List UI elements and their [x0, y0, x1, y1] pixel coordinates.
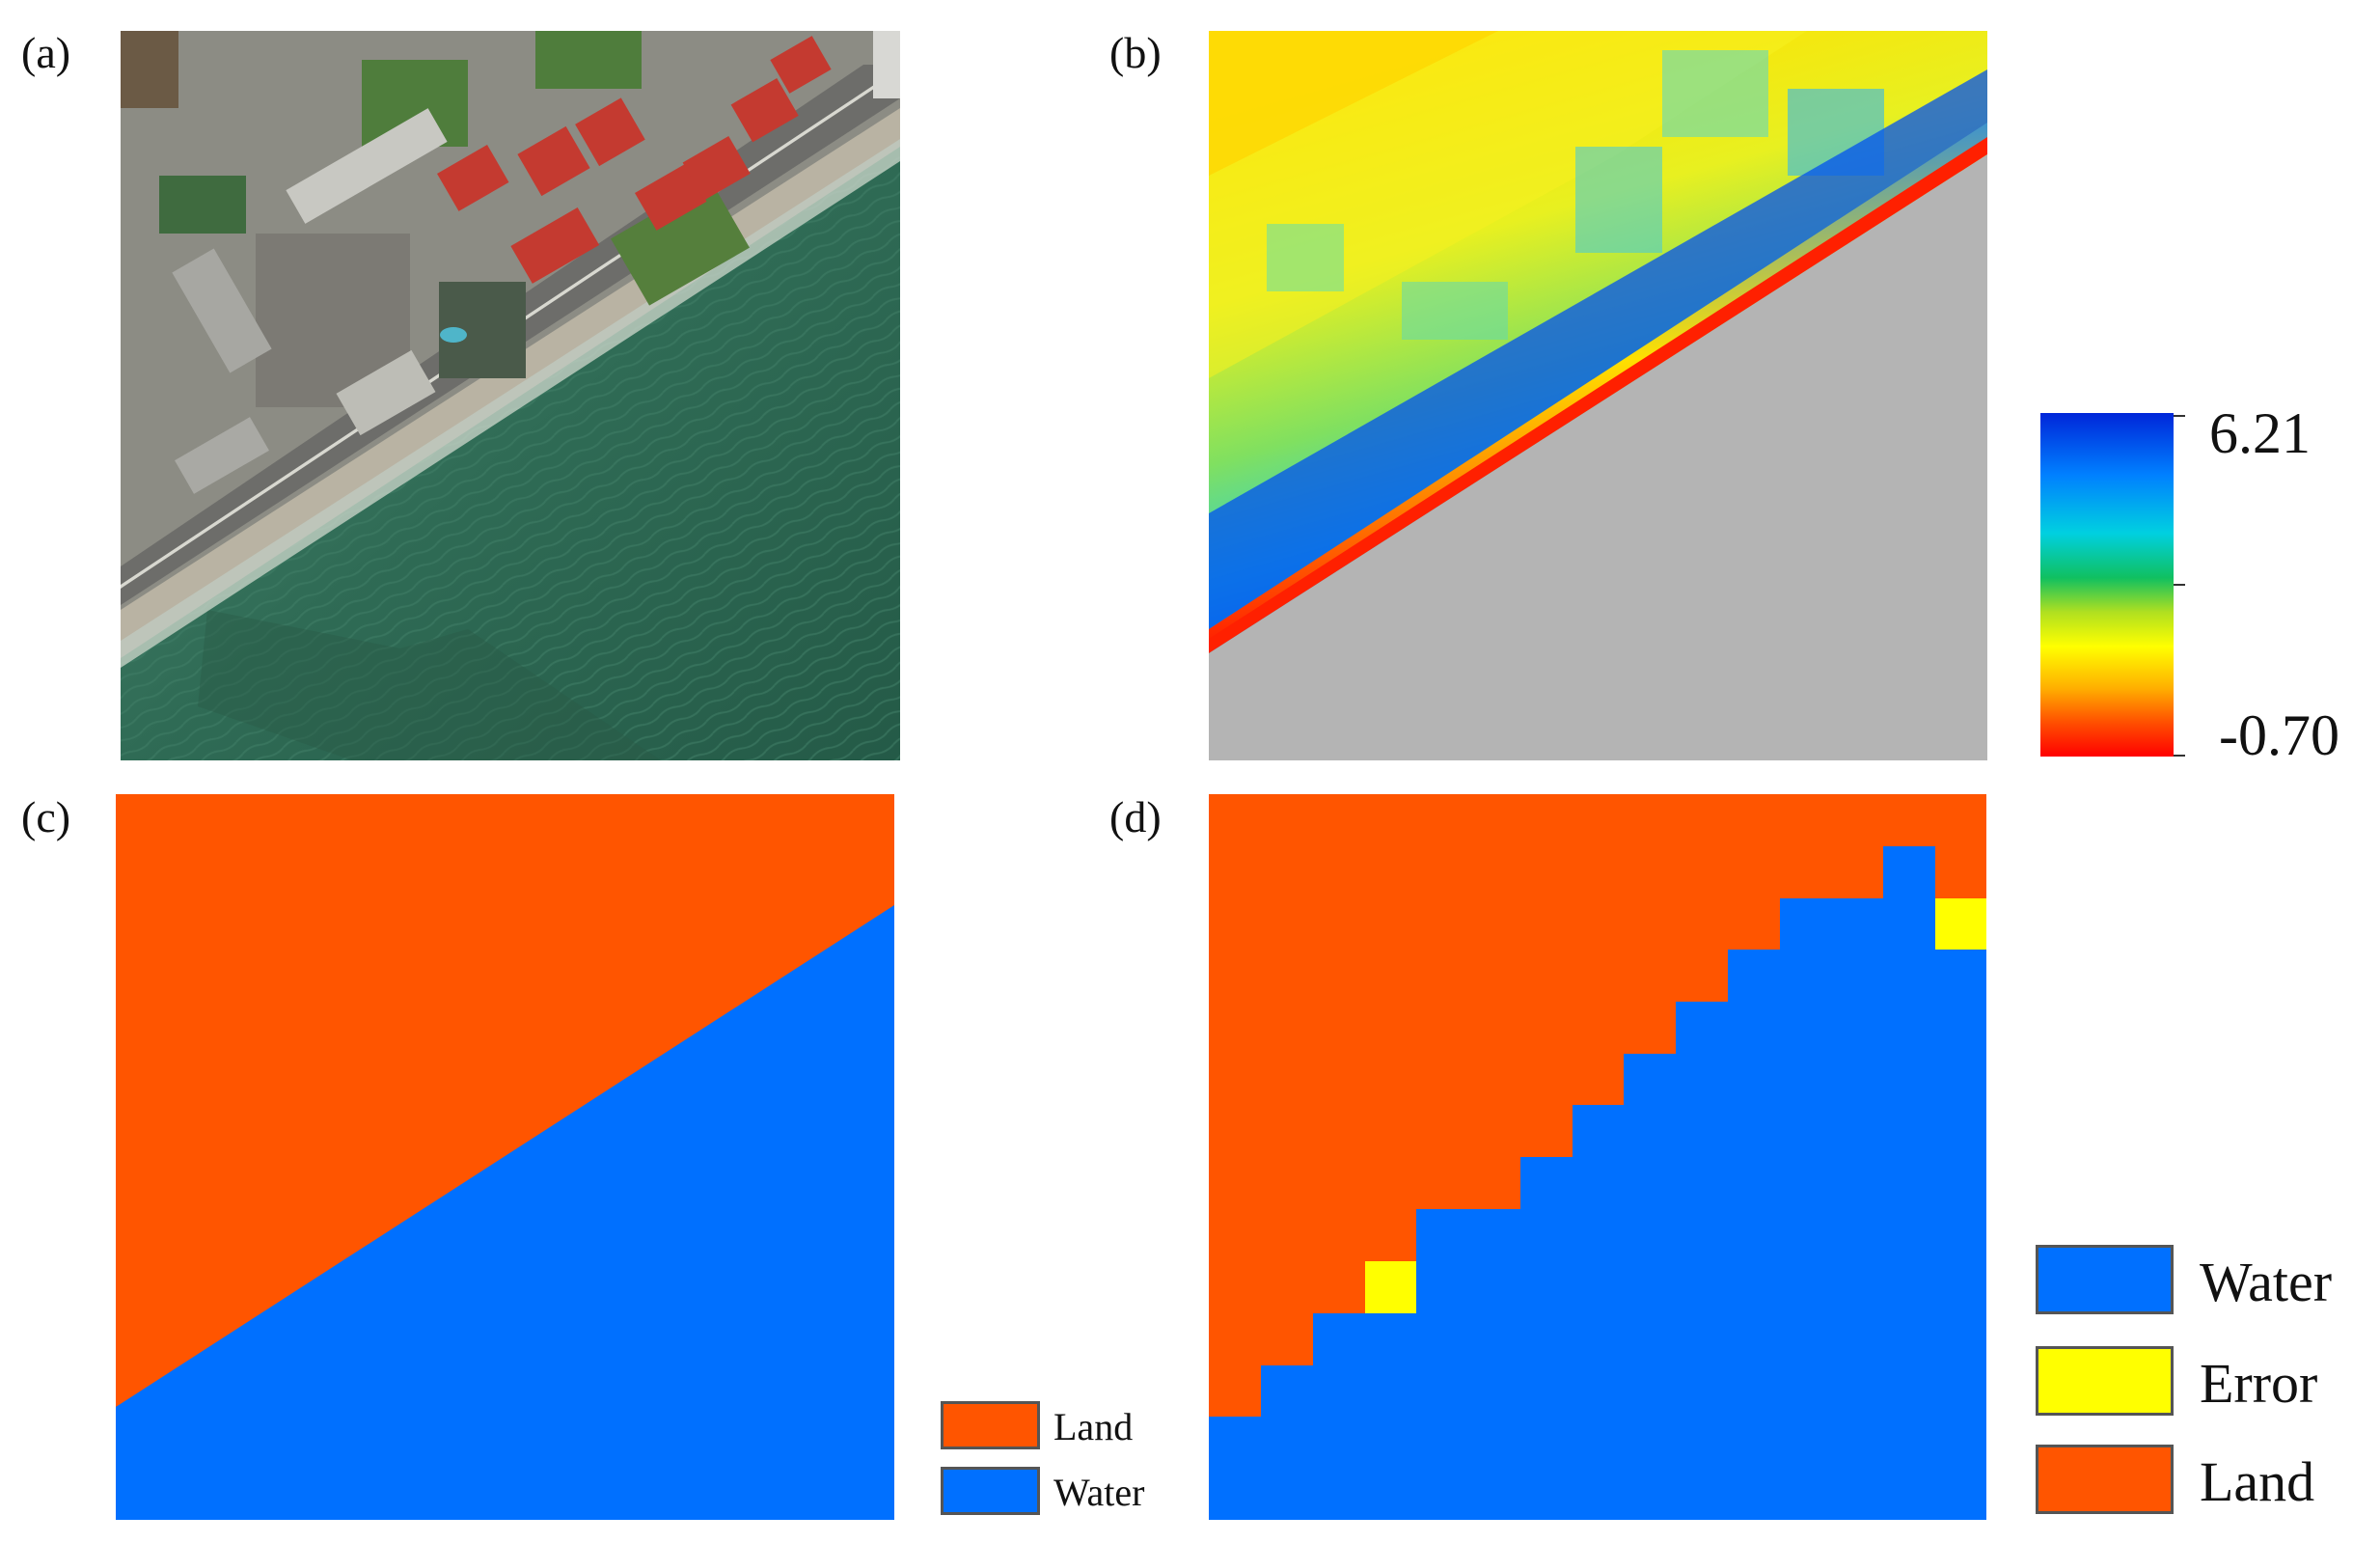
legend-c-water-label: Water — [1053, 1471, 1145, 1514]
colorbar — [2040, 413, 2174, 757]
classification-map-c — [116, 794, 894, 1520]
legend-d-error-swatch — [2036, 1346, 2174, 1416]
legend-c-land-swatch — [941, 1401, 1040, 1449]
colorbar-min-label: -0.70 — [2219, 703, 2339, 767]
nodata-region — [1209, 154, 1987, 760]
aerial-image — [121, 31, 900, 760]
legend-d-error-label: Error — [2200, 1352, 2318, 1415]
panel-label-b: (b) — [1109, 28, 1162, 77]
panel-label-d: (d) — [1109, 792, 1162, 841]
legend-c-land-label: Land — [1053, 1405, 1134, 1448]
aerial-image-panel — [121, 31, 900, 760]
colorbar-tick-top — [2174, 415, 2185, 417]
error-cell — [1935, 898, 1986, 950]
elevation-map-panel — [1209, 31, 1987, 760]
elevation-map — [1209, 31, 1987, 760]
panel-label-a: (a) — [21, 28, 71, 77]
legend-d-water-swatch — [2036, 1245, 2174, 1314]
legend-c-water-swatch — [941, 1467, 1040, 1515]
colorbar-tick-mid — [2174, 584, 2185, 586]
colorbar-tick-bottom — [2174, 755, 2185, 757]
legend-d-land-label: Land — [2200, 1450, 2315, 1513]
legend-d-water-label: Water — [2200, 1251, 2333, 1313]
error-cell — [1365, 1261, 1416, 1313]
panel-label-c: (c) — [21, 792, 71, 841]
classification-map-d — [1209, 794, 1986, 1520]
colorbar-max-label: 6.21 — [2209, 401, 2311, 465]
legend-d-land-swatch — [2036, 1445, 2174, 1514]
